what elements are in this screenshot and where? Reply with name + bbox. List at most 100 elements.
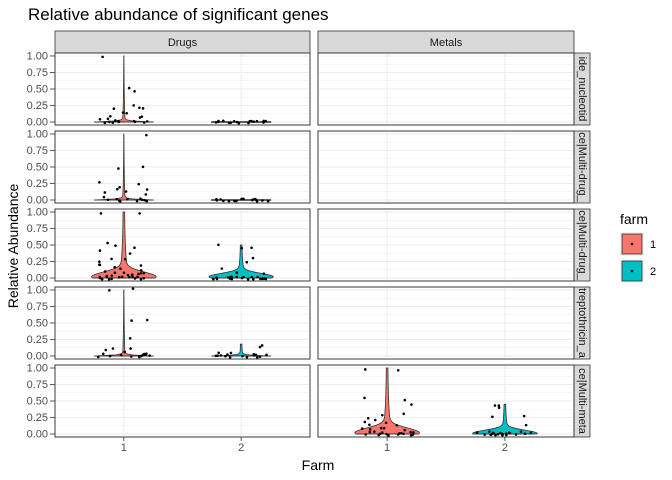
- data-point: [115, 197, 118, 201]
- data-point: [119, 353, 123, 357]
- data-point: [142, 121, 146, 124]
- legend-point: [630, 242, 634, 246]
- data-point: [514, 433, 518, 436]
- y-tick-label: 0.75: [27, 67, 48, 79]
- data-point: [129, 347, 132, 350]
- data-point: [497, 404, 501, 407]
- data-point: [411, 433, 415, 436]
- data-point: [229, 351, 233, 355]
- data-point: [373, 430, 376, 433]
- data-point: [241, 197, 244, 201]
- data-point: [145, 199, 149, 203]
- data-point: [138, 106, 141, 110]
- data-point: [266, 199, 270, 203]
- data-point: [385, 432, 388, 436]
- data-point: [217, 351, 221, 355]
- data-point: [114, 119, 117, 122]
- data-point: [412, 431, 415, 434]
- legend-point: [630, 269, 634, 273]
- data-point: [496, 432, 500, 436]
- data-point: [126, 197, 129, 201]
- data-point: [215, 197, 218, 201]
- data-point: [216, 354, 219, 358]
- data-point: [145, 133, 148, 137]
- y-tick-label: 0.00: [27, 351, 48, 363]
- data-point: [96, 355, 100, 359]
- data-point: [98, 263, 102, 267]
- data-point: [382, 426, 386, 430]
- y-tick-label: 0.50: [27, 318, 48, 330]
- data-point: [262, 272, 266, 275]
- data-point: [229, 277, 233, 280]
- panel-border: [317, 52, 575, 126]
- data-point: [368, 428, 372, 431]
- y-tick-label: 0.75: [27, 223, 48, 235]
- data-point: [241, 354, 244, 358]
- data-point: [222, 199, 225, 203]
- data-point: [139, 264, 143, 267]
- y-tick-label: 0.25: [27, 412, 48, 424]
- data-point: [261, 277, 264, 281]
- row-strip-label: ide_nucleotid: [576, 57, 588, 122]
- data-point: [402, 432, 405, 436]
- data-point: [113, 265, 116, 269]
- data-point: [129, 355, 133, 358]
- data-point: [379, 426, 383, 430]
- data-point: [138, 355, 141, 359]
- data-point: [499, 431, 502, 435]
- data-point: [402, 412, 406, 416]
- data-point: [117, 199, 121, 202]
- chart-title: Relative abundance of significant genes: [28, 5, 329, 24]
- data-point: [106, 198, 110, 202]
- y-tick-label: 1.00: [27, 129, 48, 141]
- data-point: [118, 186, 121, 189]
- violin: [211, 343, 271, 357]
- panel-border: [54, 52, 311, 126]
- data-point: [381, 431, 384, 434]
- data-point: [108, 354, 112, 358]
- data-point: [523, 432, 527, 436]
- x-tick-label: 2: [502, 442, 508, 454]
- data-point: [133, 89, 136, 93]
- data-point: [110, 257, 113, 261]
- row-strip-label: treptothricin_a: [576, 288, 588, 359]
- data-point: [214, 354, 218, 358]
- y-tick-label: 0.25: [27, 256, 48, 268]
- data-point: [246, 278, 250, 281]
- data-point: [130, 319, 133, 322]
- data-point: [112, 107, 116, 111]
- data-point: [121, 111, 125, 114]
- data-point: [395, 424, 399, 427]
- data-point: [261, 199, 264, 202]
- y-tick-label: 0.50: [27, 396, 48, 408]
- violin: [354, 367, 420, 435]
- data-point: [250, 246, 253, 250]
- data-point: [494, 433, 497, 437]
- data-point: [224, 354, 227, 358]
- panel-border: [54, 286, 311, 360]
- data-point: [255, 356, 259, 359]
- data-point: [215, 277, 219, 281]
- data-point: [384, 421, 388, 425]
- data-point: [145, 318, 149, 322]
- row-strip-label: ce|Multi-meta: [576, 368, 588, 435]
- data-point: [128, 337, 132, 340]
- data-point: [262, 119, 266, 123]
- y-axis-title: Relative Abundance: [5, 184, 21, 309]
- data-point: [110, 277, 113, 281]
- data-point: [235, 120, 239, 124]
- y-tick-label: 0.50: [27, 240, 48, 252]
- data-point: [264, 277, 268, 281]
- legend: farm 1 2: [620, 211, 656, 283]
- data-point: [488, 430, 491, 433]
- data-point: [235, 271, 238, 274]
- data-point: [245, 260, 249, 264]
- data-point: [106, 241, 109, 245]
- data-point: [217, 243, 220, 247]
- data-point: [117, 167, 120, 170]
- data-point: [377, 433, 380, 437]
- data-point: [98, 249, 102, 252]
- data-point: [264, 119, 268, 123]
- data-point: [501, 432, 504, 436]
- data-point: [227, 199, 231, 203]
